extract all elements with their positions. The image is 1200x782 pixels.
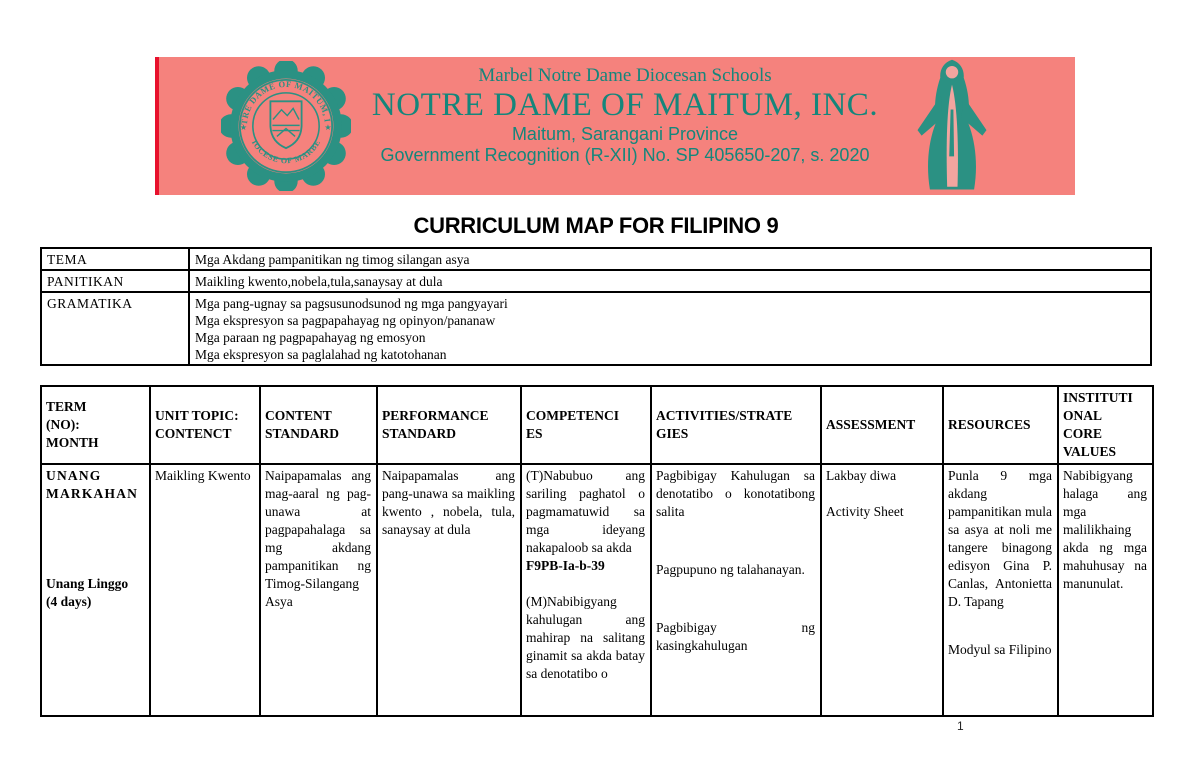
row-label-gramatika: GRAMATIKA: [40, 291, 190, 366]
term-duration: (4 days): [46, 594, 92, 609]
row-value: Mga Akdang pampanitikan ng timog silanga…: [188, 247, 1152, 271]
government-recognition: Government Recognition (R-XII) No. SP 40…: [380, 145, 870, 165]
term-heading: UNANG MARKAHAN: [46, 468, 139, 501]
resource-item: Punla 9 mga akdang pampanitikan mula sa …: [948, 468, 1052, 609]
header-row: TERM (NO): MONTH UNIT TOPIC: CONTENCT CO…: [40, 385, 1154, 465]
school-location: Maitum, Sarangani Province: [511, 124, 739, 144]
competency-paragraph: (M)Nabibigyang kahulugan ang mahirap na …: [526, 594, 645, 681]
col-header-assessment: ASSESSMENT: [820, 385, 944, 465]
activity-item: Pagpupuno ng talahanayan.: [656, 562, 805, 577]
assessment-item: Activity Sheet: [826, 504, 904, 519]
competency-code: F9PB-Ia-b-39: [526, 558, 605, 573]
cell-competencies: (T)Nabubuo ang sariling paghatol o pagma…: [520, 463, 652, 717]
page-number: 1: [957, 719, 964, 733]
col-header-term: TERM (NO): MONTH: [40, 385, 151, 465]
school-name: NOTRE DAME OF MAITUM, INC.: [371, 87, 879, 123]
value-line: Mga pang-ugnay sa pagsusunodsunod ng mga…: [195, 296, 508, 311]
term-week: Unang Linggo: [46, 576, 129, 591]
table-row: PANITIKAN Maikling kwento,nobela,tula,sa…: [40, 269, 1152, 293]
col-header-performance-standard: PERFORMANCE STANDARD: [376, 385, 522, 465]
curriculum-map-table: TERM (NO): MONTH UNIT TOPIC: CONTENCT CO…: [40, 385, 1154, 717]
assessment-item: Lakbay diwa: [826, 468, 897, 483]
table-row: UNANG MARKAHAN Unang Linggo (4 days) Mai…: [40, 463, 1154, 717]
cell-activities: Pagbibigay Kahulugan sa denotatibo o kon…: [650, 463, 822, 717]
cell-resources: Punla 9 mga akdang pampanitikan mula sa …: [942, 463, 1059, 717]
cell-term: UNANG MARKAHAN Unang Linggo (4 days): [40, 463, 151, 717]
col-header-activities: ACTIVITIES/STRATE GIES: [650, 385, 822, 465]
value-line: Mga ekspresyon sa paglalahad ng katotoha…: [195, 347, 447, 362]
activity-item: Pagbibigay ng kasingkahulugan: [656, 620, 815, 653]
resource-item: Modyul sa Filipino: [948, 642, 1052, 657]
cell-performance-standard: Naipapamalas ang pang-unawa sa maikling …: [376, 463, 522, 717]
overview-table: TEMA Mga Akdang pampanitikan ng timog si…: [40, 247, 1152, 366]
competency-paragraph: (T)Nabubuo ang sariling paghatol o pagma…: [526, 468, 645, 555]
row-label-tema: TEMA: [40, 247, 190, 271]
col-header-competencies: COMPETENCI ES: [520, 385, 652, 465]
col-header-core-values: INSTITUTI ONAL CORE VALUES: [1057, 385, 1154, 465]
star-icon: ★: [240, 123, 247, 132]
cell-unit-topic: Maikling Kwento: [149, 463, 261, 717]
value-line: Maikling kwento,nobela,tula,sanaysay at …: [195, 274, 443, 289]
table-row: TEMA Mga Akdang pampanitikan ng timog si…: [40, 247, 1152, 271]
row-label-panitikan: PANITIKAN: [40, 269, 190, 293]
virgin-mary-icon: [917, 59, 987, 190]
value-line: Mga Akdang pampanitikan ng timog silanga…: [195, 252, 470, 267]
star-icon: ★: [324, 123, 331, 132]
school-system-name: Marbel Notre Dame Diocesan Schools: [478, 65, 772, 86]
row-value: Maikling kwento,nobela,tula,sanaysay at …: [188, 269, 1152, 293]
banner-accent-line: [155, 57, 159, 195]
col-header-unit-topic: UNIT TOPIC: CONTENCT: [149, 385, 261, 465]
table-row: GRAMATIKA Mga pang-ugnay sa pagsusunodsu…: [40, 291, 1152, 366]
school-banner: NOTRE DAME OF MAITUM, INC. DIOCESE OF MA…: [155, 57, 1075, 195]
row-value: Mga pang-ugnay sa pagsusunodsunod ng mga…: [188, 291, 1152, 366]
cell-core-values: Nabibigyang halaga ang mga malilikhaing …: [1057, 463, 1154, 717]
cell-content-standard: Naipapamalas ang mag-aaral ng pag-unawa …: [259, 463, 378, 717]
value-line: Mga paraan ng pagpapahayag ng emosyon: [195, 330, 426, 345]
unit-topic-text: Maikling Kwento: [155, 468, 251, 483]
banner-text-block: Marbel Notre Dame Diocesan Schools NOTRE…: [335, 64, 915, 166]
activity-item: Pagbibigay Kahulugan sa denotatibo o kon…: [656, 468, 815, 519]
page-title: CURRICULUM MAP FOR FILIPINO 9: [413, 213, 779, 238]
col-header-resources: RESOURCES: [942, 385, 1059, 465]
school-seal-icon: NOTRE DAME OF MAITUM, INC. DIOCESE OF MA…: [221, 61, 351, 191]
value-line: Mga ekspresyon sa pagpapahayag ng opinyo…: [195, 313, 496, 328]
col-header-content-standard: CONTENT STANDARD: [259, 385, 378, 465]
seal-shield-icon: [269, 100, 303, 150]
cell-assessment: Lakbay diwa Activity Sheet: [820, 463, 944, 717]
